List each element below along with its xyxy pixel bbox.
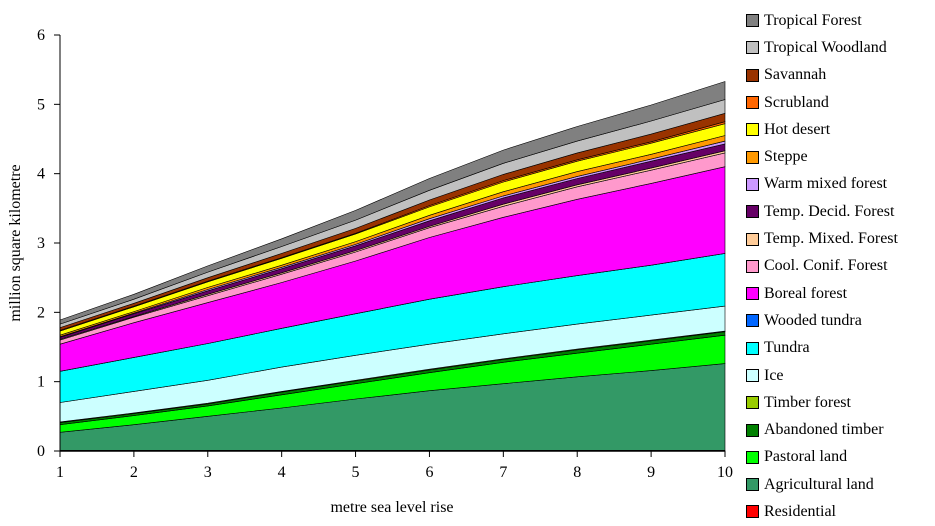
legend-swatch: [746, 150, 759, 164]
legend-swatch: [746, 96, 759, 110]
legend-label: Abandoned timber: [764, 421, 884, 439]
x-tick-label: 1: [56, 464, 64, 481]
x-tick-label: 8: [573, 464, 581, 481]
legend-label: Wooded tundra: [764, 311, 862, 329]
chart-areas: [59, 81, 726, 452]
x-tick-label: 9: [647, 464, 655, 481]
y-tick-label: 0: [37, 443, 45, 460]
legend-item-tropical-forest: Tropical Forest: [746, 7, 932, 34]
legend-swatch: [746, 14, 759, 28]
y-tick-label: 5: [37, 96, 45, 113]
legend-swatch: [746, 259, 759, 273]
x-tick-label: 10: [717, 464, 733, 481]
legend-item-agricultural-land: Agricultural land: [746, 471, 932, 498]
y-tick-label: 6: [37, 27, 45, 44]
legend-swatch: [746, 478, 759, 492]
legend-label: Temp. Decid. Forest: [764, 202, 895, 220]
legend-swatch: [746, 450, 759, 464]
legend-item-temp-decid-forest: Temp. Decid. Forest: [746, 198, 932, 225]
legend-label: Residential: [764, 502, 836, 520]
legend-swatch: [746, 287, 759, 301]
legend-label: Pastoral land: [764, 448, 848, 466]
legend-item-residential: Residential: [746, 498, 932, 525]
legend-swatch: [746, 177, 759, 191]
x-tick-label: 5: [352, 464, 360, 481]
y-tick-label: 1: [37, 374, 45, 391]
y-tick-label: 2: [37, 304, 45, 321]
legend-item-cool-conif-forest: Cool. Conif. Forest: [746, 253, 932, 280]
x-axis-title: metre sea level rise: [330, 499, 453, 516]
x-tick-label: 4: [278, 464, 286, 481]
y-tick-label: 3: [37, 235, 45, 252]
legend-label: Hot desert: [764, 120, 831, 138]
legend-label: Scrubland: [764, 93, 829, 111]
legend-item-abandoned-timber: Abandoned timber: [746, 416, 932, 443]
x-tick-label: 6: [425, 464, 433, 481]
legend-item-boreal-forest: Boreal forest: [746, 280, 932, 307]
legend-item-pastoral-land: Pastoral land: [746, 444, 932, 471]
legend-label: Warm mixed forest: [764, 175, 888, 193]
legend-item-warm-mixed-forest: Warm mixed forest: [746, 171, 932, 198]
legend-item-timber-forest: Timber forest: [746, 389, 932, 416]
legend-label: Tundra: [764, 339, 810, 357]
legend-item-scrubland: Scrubland: [746, 89, 932, 116]
legend-label: Timber forest: [764, 393, 851, 411]
legend-swatch: [746, 505, 759, 519]
legend-label: Tropical Forest: [764, 11, 862, 29]
area-tropical-forest: [59, 81, 726, 325]
legend-item-steppe: Steppe: [746, 143, 932, 170]
x-axis: 1 2 3 4 5 6 7 8 9 10: [56, 450, 733, 481]
legend-item-temp-mixed-forest: Temp. Mixed. Forest: [746, 225, 932, 252]
legend-label: Temp. Mixed. Forest: [764, 230, 898, 248]
legend-swatch: [746, 123, 759, 137]
x-tick-label: 2: [130, 464, 138, 481]
legend-swatch: [746, 41, 759, 55]
legend-item-tropical-woodland: Tropical Woodland: [746, 34, 932, 61]
legend-label: Tropical Woodland: [764, 38, 887, 56]
y-axis: 0 1 2 3 4 5 6: [37, 27, 61, 460]
legend-item-ice: Ice: [746, 362, 932, 389]
legend-item-hot-desert: Hot desert: [746, 116, 932, 143]
legend-label: Ice: [764, 366, 784, 384]
legend-label: Agricultural land: [764, 475, 874, 493]
legend-swatch: [746, 314, 759, 328]
y-axis-title: million square kilometre: [7, 164, 24, 321]
legend: Tropical Forest Tropical Woodland Savannah…: [746, 7, 932, 526]
legend-label: Cool. Conif. Forest: [764, 257, 888, 275]
legend-item-tundra: Tundra: [746, 335, 932, 362]
legend-swatch: [746, 423, 759, 437]
legend-label: Savannah: [764, 66, 827, 84]
legend-swatch: [746, 369, 759, 382]
legend-label: Boreal forest: [764, 284, 848, 302]
legend-swatch: [746, 68, 759, 82]
legend-swatch: [746, 341, 759, 355]
y-tick-label: 4: [37, 166, 45, 183]
legend-swatch: [746, 205, 759, 219]
x-tick-label: 3: [204, 464, 212, 481]
x-tick-label: 7: [499, 464, 507, 481]
legend-item-savannah: Savannah: [746, 62, 932, 89]
legend-swatch: [746, 232, 759, 246]
legend-swatch: [746, 396, 759, 410]
legend-item-wooded-tundra: Wooded tundra: [746, 307, 932, 334]
legend-label: Steppe: [764, 148, 808, 166]
